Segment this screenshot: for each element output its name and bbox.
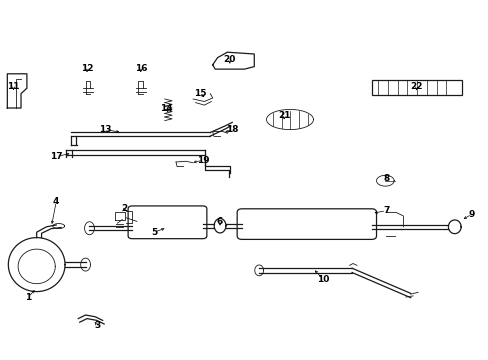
- Text: 1: 1: [25, 292, 31, 302]
- Text: 13: 13: [99, 125, 111, 134]
- Text: 12: 12: [81, 64, 93, 73]
- Text: 8: 8: [383, 174, 388, 183]
- Text: 21: 21: [278, 111, 290, 120]
- Text: 6: 6: [217, 217, 223, 226]
- Text: 18: 18: [225, 125, 238, 134]
- Text: 9: 9: [468, 210, 474, 219]
- Text: 11: 11: [7, 82, 20, 91]
- Bar: [371, 80, 461, 95]
- Text: 14: 14: [160, 104, 172, 112]
- Text: 4: 4: [53, 197, 60, 206]
- Text: 5: 5: [151, 228, 157, 237]
- Text: 10: 10: [316, 274, 328, 284]
- Text: 17: 17: [50, 152, 62, 161]
- Text: 7: 7: [382, 206, 389, 215]
- Text: 3: 3: [95, 321, 101, 330]
- Text: 22: 22: [409, 82, 422, 91]
- Text: 19: 19: [196, 156, 209, 165]
- Text: 16: 16: [134, 64, 147, 73]
- Text: 2: 2: [122, 204, 127, 213]
- Text: 20: 20: [223, 55, 236, 64]
- Text: 15: 15: [194, 89, 206, 98]
